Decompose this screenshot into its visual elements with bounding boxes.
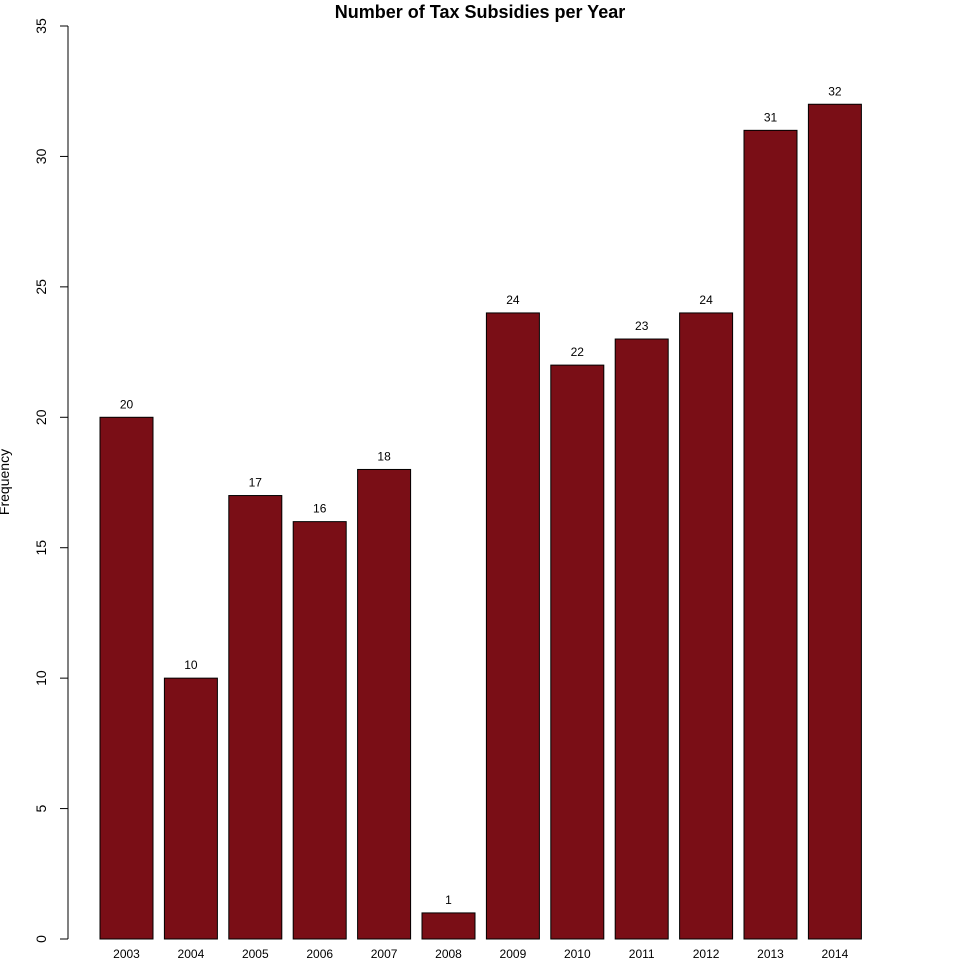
bar [743, 129, 798, 940]
bar [99, 416, 154, 940]
y-tick-label: 5 [33, 804, 49, 812]
y-tick-label: 15 [33, 540, 49, 556]
x-category-label: 2007 [371, 947, 398, 960]
x-category-label: 2003 [113, 947, 140, 960]
chart-title: Number of Tax Subsidies per Year [335, 2, 625, 22]
bar-value-label: 16 [313, 502, 327, 516]
bar-value-label: 10 [184, 658, 198, 672]
y-tick-label: 0 [33, 935, 49, 943]
bar [421, 912, 476, 940]
y-axis: 0 5 10 15 20 25 30 35 [33, 18, 69, 943]
bar-value-label: 23 [635, 319, 649, 333]
bar [807, 103, 862, 940]
bar [679, 312, 734, 940]
bar [485, 312, 540, 940]
x-category-label: 2006 [306, 947, 333, 960]
y-tick-label: 30 [33, 148, 49, 164]
x-category-label: 2013 [757, 947, 784, 960]
x-category-label: 2004 [178, 947, 205, 960]
bar-value-label: 17 [249, 476, 263, 490]
y-tick-label: 10 [33, 670, 49, 686]
bar-value-label: 31 [764, 110, 778, 124]
x-category-label: 2011 [629, 947, 655, 960]
bar [163, 677, 218, 940]
bar [550, 364, 605, 940]
x-category-label: 2014 [822, 947, 849, 960]
bars-group: 20 10 17 16 18 1 24 22 23 24 31 32 [99, 84, 862, 940]
bar-value-label: 22 [571, 345, 585, 359]
y-tick-label: 35 [33, 18, 49, 34]
x-category-label: 2012 [693, 947, 720, 960]
bar [614, 338, 669, 940]
x-category-label: 2008 [435, 947, 462, 960]
bar-value-label: 1 [445, 893, 452, 907]
bar-value-label: 18 [377, 449, 391, 463]
bar [357, 468, 412, 940]
bar-value-label: 24 [506, 293, 520, 307]
y-axis-label: Frequency [0, 449, 12, 515]
x-category-label: 2009 [500, 947, 527, 960]
y-tick-label: 25 [33, 279, 49, 295]
y-tick-label: 20 [33, 409, 49, 425]
bar-value-label: 20 [120, 397, 134, 411]
bar [292, 521, 347, 940]
bar-value-label: 32 [828, 84, 842, 98]
x-category-label: 2010 [564, 947, 591, 960]
bar-value-label: 24 [699, 293, 713, 307]
x-axis-labels: 2003 2004 2005 2006 2007 2008 2009 2010 2011 2012… [113, 947, 848, 960]
bar [228, 495, 283, 940]
x-category-label: 2005 [242, 947, 269, 960]
